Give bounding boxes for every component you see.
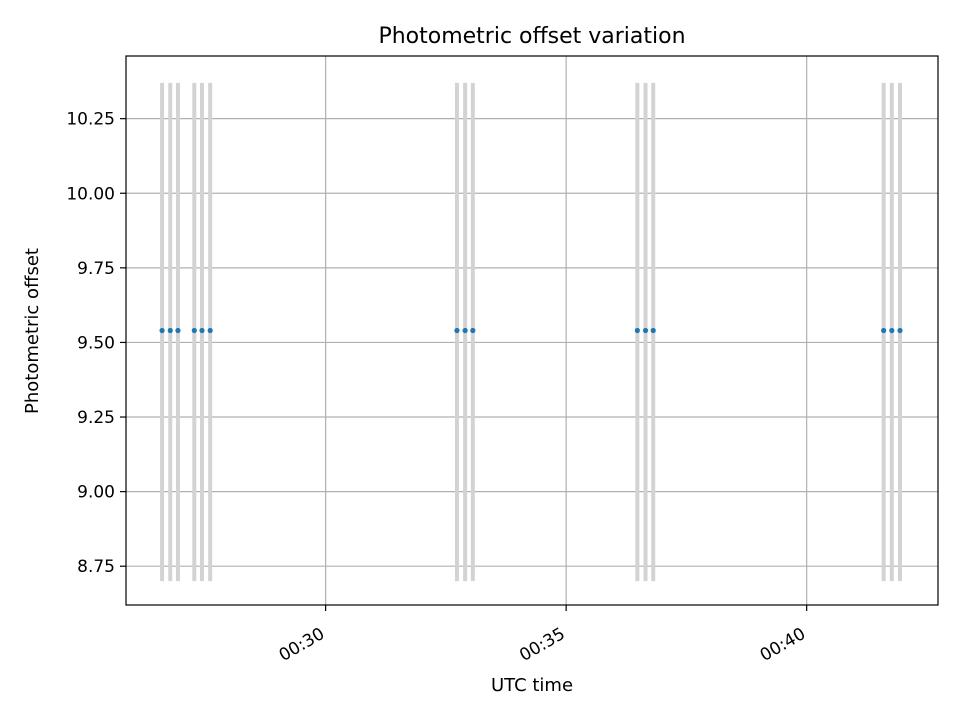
data-point: [199, 327, 205, 334]
plot-frame: [125, 55, 939, 606]
chart-title: Photometric offset variation: [378, 24, 685, 49]
data-points: [159, 327, 903, 334]
data-point: [889, 327, 895, 334]
data-point: [650, 327, 656, 334]
y-tick-label: 10.25: [66, 110, 115, 130]
y-tick-label: 10.00: [66, 184, 115, 204]
data-point: [454, 327, 460, 334]
y-tick-label: 8.75: [77, 557, 115, 577]
data-point: [897, 327, 903, 334]
data-point: [191, 327, 197, 334]
y-axis-label: Photometric offset: [22, 248, 43, 414]
y-tick-label: 9.25: [77, 408, 115, 428]
grid: [126, 56, 938, 605]
data-point: [175, 327, 181, 334]
y-tick-label: 9.50: [77, 333, 115, 353]
data-point: [470, 327, 476, 334]
data-point: [642, 327, 649, 334]
data-point: [207, 327, 213, 334]
data-point: [634, 327, 640, 334]
data-point: [462, 327, 468, 334]
data-point: [881, 327, 887, 334]
y-tick-label: 9.00: [77, 483, 115, 503]
data-point: [167, 327, 173, 334]
y-tick-label: 9.75: [77, 259, 115, 279]
data-point: [159, 327, 165, 334]
x-axis-label: UTC time: [491, 675, 573, 696]
